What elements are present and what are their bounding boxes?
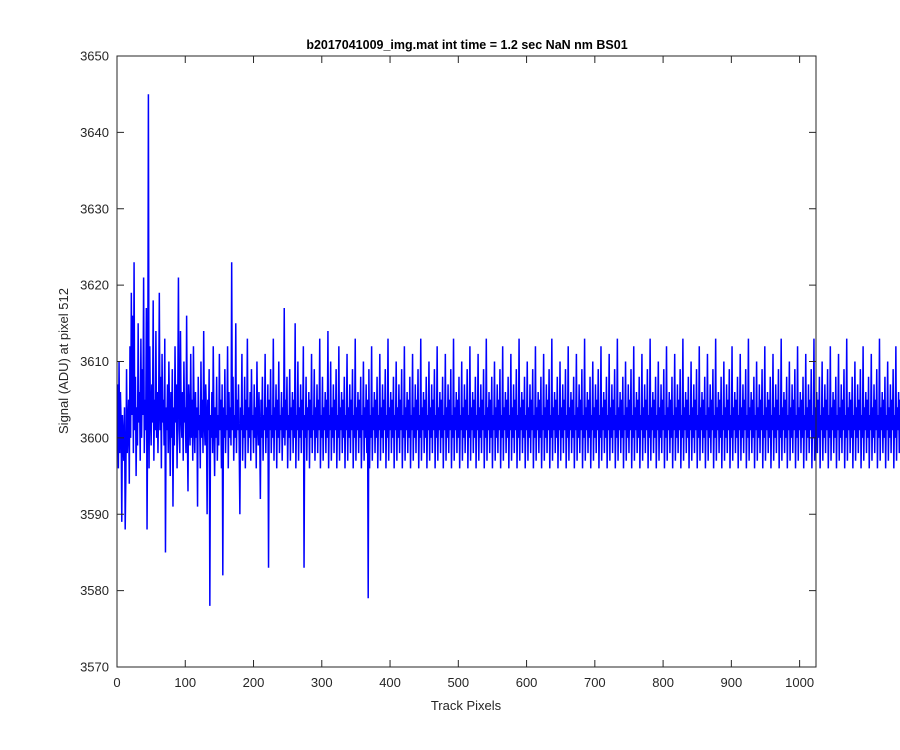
x-tick-label: 600 xyxy=(516,675,538,690)
axes-frame xyxy=(117,56,816,667)
x-tick-label: 0 xyxy=(113,675,120,690)
x-axis-label: Track Pixels xyxy=(431,698,502,713)
y-tick-label: 3580 xyxy=(80,583,109,598)
y-axis-ticks: 3570 3580 3590 3600 3610 3620 3630 3640 3650 xyxy=(80,49,816,675)
x-tick-label: 1000 xyxy=(785,675,814,690)
plot-area: 0 100 200 300 400 500 600 700 800 900 1000 3570 358… xyxy=(80,49,900,690)
chart-title: b2017041009_img.mat int time = 1.2 sec N… xyxy=(306,38,627,52)
x-tick-label: 300 xyxy=(311,675,333,690)
y-tick-label: 3590 xyxy=(80,507,109,522)
y-tick-label: 3610 xyxy=(80,354,109,369)
y-tick-label: 3630 xyxy=(80,201,109,216)
y-tick-label: 3570 xyxy=(80,660,109,675)
y-tick-label: 3640 xyxy=(80,125,109,140)
y-tick-label: 3600 xyxy=(80,430,109,445)
x-tick-label: 700 xyxy=(584,675,606,690)
series-line-0 xyxy=(116,94,900,606)
series-layer xyxy=(116,94,900,606)
x-tick-label: 100 xyxy=(174,675,196,690)
x-axis-ticks: 0 100 200 300 400 500 600 700 800 900 1000 xyxy=(113,56,814,690)
x-tick-label: 900 xyxy=(721,675,743,690)
y-axis-label: Signal (ADU) at pixel 512 xyxy=(56,288,71,434)
x-tick-label: 800 xyxy=(652,675,674,690)
x-tick-label: 500 xyxy=(447,675,469,690)
x-tick-label: 400 xyxy=(379,675,401,690)
x-tick-label: 200 xyxy=(243,675,265,690)
y-tick-label: 3650 xyxy=(80,49,109,64)
y-tick-label: 3620 xyxy=(80,278,109,293)
